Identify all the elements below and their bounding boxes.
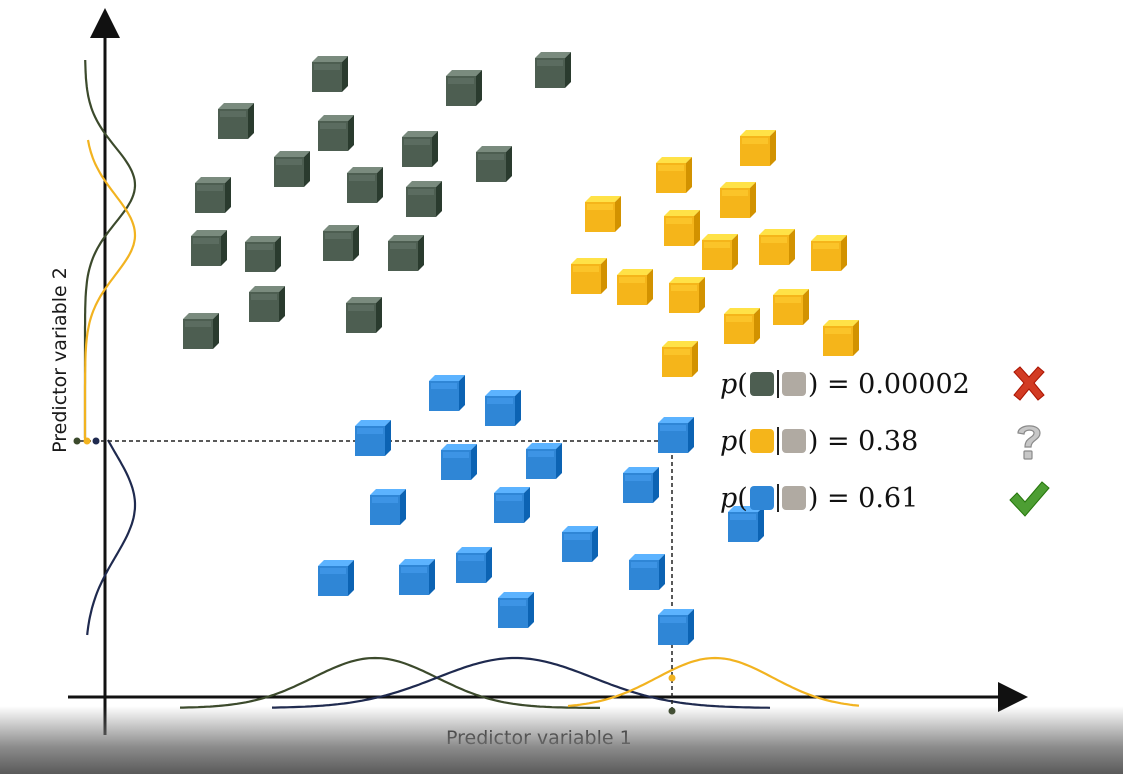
cube-yellow xyxy=(740,130,776,166)
probability-value: ) = 0.00002 xyxy=(807,368,970,400)
probability-row: p( ) = 0.00002 xyxy=(720,364,970,404)
x-marker-green xyxy=(668,707,676,715)
cube-dark-green xyxy=(274,151,310,187)
probability-value: ) = 0.61 xyxy=(807,482,919,514)
cube-dark-green xyxy=(191,230,227,266)
cube-yellow xyxy=(720,182,756,218)
cube-blue xyxy=(526,443,562,479)
cube-yellow xyxy=(669,277,705,313)
cube-blue xyxy=(370,489,406,525)
p-symbol: p xyxy=(720,425,738,457)
cube-yellow xyxy=(724,308,760,344)
cube-yellow xyxy=(823,320,859,356)
cube-blue xyxy=(494,487,530,523)
cube-blue xyxy=(623,467,659,503)
class-cube-icon xyxy=(749,429,774,453)
cube-yellow xyxy=(571,258,607,294)
cube-blue xyxy=(658,609,694,645)
query-cube-icon xyxy=(781,429,806,453)
p-symbol: p xyxy=(720,482,738,514)
cube-yellow xyxy=(664,210,700,246)
cube-dark-green xyxy=(347,167,383,203)
y-marker-blue xyxy=(92,437,100,445)
cube-dark-green xyxy=(318,115,354,151)
x-marker-yellow xyxy=(668,674,676,682)
cube-yellow xyxy=(585,196,621,232)
cube-dark-green xyxy=(476,146,512,182)
cube-blue xyxy=(485,390,521,426)
cube-blue xyxy=(498,592,534,628)
p-symbol: p xyxy=(720,368,738,400)
cube-yellow xyxy=(811,235,847,271)
cube-blue xyxy=(728,506,764,542)
cube-yellow xyxy=(702,234,738,270)
cube-blue xyxy=(441,444,477,480)
query-cube-icon xyxy=(781,486,806,510)
cube-dark-green xyxy=(312,56,348,92)
question-icon xyxy=(1017,425,1041,460)
y-density-blue-curve xyxy=(86,439,137,636)
cube-dark-green xyxy=(406,181,442,217)
cube-dark-green xyxy=(245,236,281,272)
x-density-blue-curve xyxy=(272,656,771,709)
open-paren: ( xyxy=(737,425,748,457)
y-density-yellow-curve xyxy=(83,139,137,440)
x-axis-label: Predictor variable 1 xyxy=(446,727,632,749)
open-paren: ( xyxy=(737,368,748,400)
cube-dark-green xyxy=(535,52,571,88)
cube-blue xyxy=(629,554,665,590)
cube-yellow xyxy=(773,289,809,325)
cube-blue xyxy=(429,375,465,411)
cube-dark-green xyxy=(446,70,482,106)
cube-blue xyxy=(318,560,354,596)
y-axis-label: Predictor variable 2 xyxy=(49,267,71,453)
cube-dark-green xyxy=(195,177,231,213)
given-bar xyxy=(776,370,779,398)
x-density-yellow-curve xyxy=(567,656,860,708)
green-check-icon xyxy=(1009,481,1050,517)
cube-dark-green xyxy=(402,131,438,167)
cube-blue xyxy=(658,417,694,453)
x-density-green-curve xyxy=(180,656,600,709)
cube-dark-green xyxy=(388,235,424,271)
y-density-green-curve xyxy=(83,59,137,438)
y-marker-green xyxy=(73,437,81,445)
cube-dark-green xyxy=(323,225,359,261)
cube-blue xyxy=(456,547,492,583)
cube-blue xyxy=(399,559,435,595)
probability-row: p( ) = 0.61 xyxy=(720,478,918,518)
cube-blue xyxy=(355,420,391,456)
cube-yellow xyxy=(759,229,795,265)
probability-value: ) = 0.38 xyxy=(807,425,919,457)
cube-yellow xyxy=(662,341,698,377)
class-cube-icon xyxy=(749,486,774,510)
open-paren: ( xyxy=(737,482,748,514)
given-bar xyxy=(776,427,779,455)
cube-dark-green xyxy=(346,297,382,333)
cube-yellow xyxy=(656,157,692,193)
cube-dark-green xyxy=(218,103,254,139)
query-cube-icon xyxy=(781,372,806,396)
probability-row: p( ) = 0.38 xyxy=(720,421,918,461)
red-x-icon xyxy=(1013,366,1045,401)
class-cube-icon xyxy=(749,372,774,396)
cube-dark-green xyxy=(183,313,219,349)
cube-blue xyxy=(562,526,598,562)
cube-dark-green xyxy=(249,286,285,322)
y-marker-yellow xyxy=(83,437,91,445)
given-bar xyxy=(776,484,779,512)
cube-yellow xyxy=(617,269,653,305)
